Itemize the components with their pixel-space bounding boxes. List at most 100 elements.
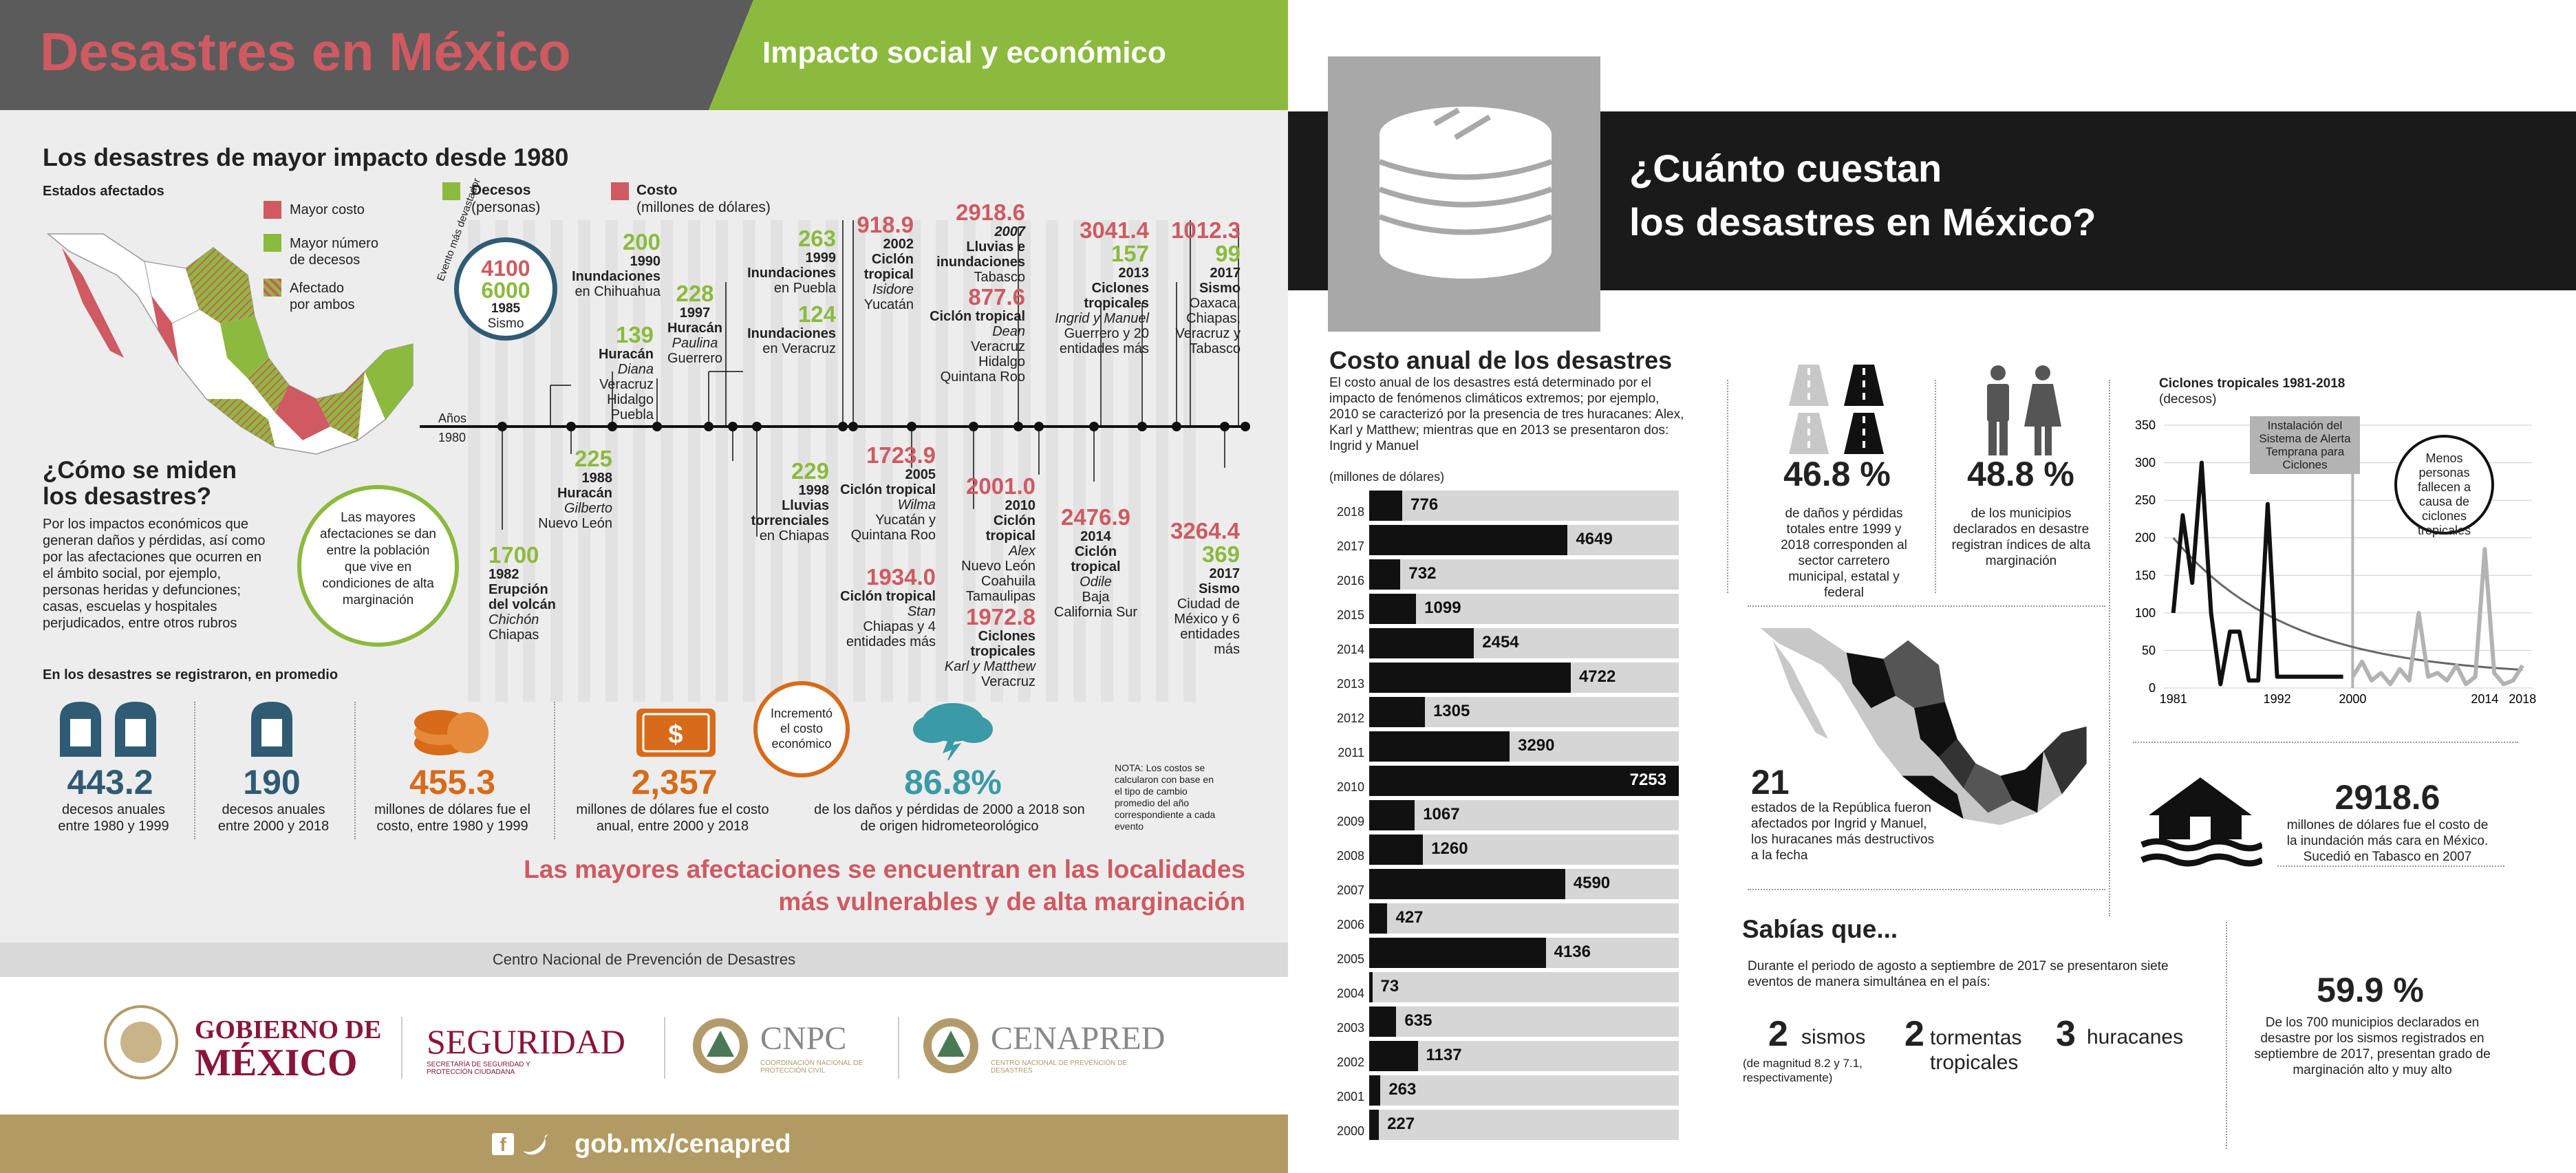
event-desc: Huracán (598, 347, 654, 362)
sabias-n: 2 (1768, 1014, 1788, 1054)
event-sub: Yucatán (863, 297, 914, 312)
event-desc: Inundaciones (747, 326, 836, 341)
event-year: 2007 (994, 224, 1026, 239)
event-italic: Dean (992, 324, 1025, 339)
event-value: 3041.4 (1080, 217, 1149, 243)
bar-track: 776 (1369, 491, 1679, 521)
pct-carretero: 46.8 % (1783, 455, 1891, 493)
stat-costo-1980-label: millones de dólares fue el costo, entre … (374, 802, 530, 834)
footer-org-bar: Centro Nacional de Prevención de Desastr… (0, 943, 1288, 977)
sabias-text: Durante el periodo de agosto a septiembr… (1748, 959, 2169, 989)
bar-value-label: 1260 (1431, 839, 1468, 858)
bar-value-label: 1067 (1423, 805, 1460, 824)
cenapred-icon (923, 1018, 978, 1073)
y-tick-label: 200 (2135, 531, 2156, 545)
bar-value-label: 2454 (1482, 633, 1519, 652)
event-italic: Alex (1009, 544, 1035, 559)
event-desc: Ciclón tropical (1071, 544, 1121, 574)
logo-gob-line2: MÉXICO (195, 1042, 358, 1084)
event-desc: Sismo (1199, 281, 1241, 296)
decesos-sub: (personas) (471, 200, 541, 215)
event-1997: 228 1997 Huracán Paulina Guerrero (664, 282, 726, 367)
right-divider-v (2226, 922, 2227, 1149)
url-link[interactable]: gob.mx/cenapred (575, 1130, 791, 1159)
timeline-label: Años (438, 411, 467, 425)
right-divider-h (1748, 605, 2105, 607)
pct-carretero-label: de daños y pérdidas totales entre 1999 y… (1781, 506, 1907, 600)
event-2005b: 1934.0 Ciclón tropical Stan Chiapas y 4 … (836, 566, 936, 650)
stat-costo-1980: 455.3 (409, 763, 496, 801)
event-italic: Chichón (489, 612, 539, 627)
bar-year-label: 2009 (1336, 815, 1364, 828)
logo-cenapred: CENAPRED (991, 1020, 1166, 1057)
bar (1369, 1110, 1380, 1140)
main-subtitle: Impacto social y económico (762, 36, 1166, 69)
y-tick-label: 150 (2135, 568, 2156, 582)
event-sub: en Puebla (773, 281, 836, 296)
event-desc: Erupción del volcán (489, 582, 556, 612)
bar-track: 263 (1369, 1075, 1679, 1106)
como-text: Por los impactos económicos que generan … (43, 517, 266, 631)
event-year: 1990 (630, 254, 661, 269)
menos-personas-text: Menos personas fallecen a causa de ciclo… (2417, 451, 2471, 537)
event-value: 229 (791, 458, 829, 484)
bar-track: 427 (1369, 903, 1679, 934)
event-1999b: 124 Inundaciones en Veracruz (729, 303, 836, 357)
y-tick-label: 50 (2142, 643, 2156, 657)
bar-value-label: 1305 (1432, 702, 1470, 720)
logo-divider (401, 1017, 402, 1079)
big-event-name: Sismo (487, 316, 524, 331)
legend-swatch (264, 201, 281, 219)
event-sub: Veracruz Hidalgo Quintana Roo (940, 339, 1025, 385)
bar (1369, 938, 1546, 968)
event-value: 1012.3 (1171, 217, 1241, 243)
event-desc: Huracán (557, 486, 612, 501)
costo-sub: (millones de dólares) (636, 200, 771, 215)
event-2010b: 1972.8 Ciclones tropicales Karl y Matthe… (943, 605, 1035, 690)
bar-value-label: 427 (1395, 908, 1424, 927)
event-sub: Baja California Sur (1053, 590, 1138, 620)
bar (1369, 835, 1424, 865)
event-year: 2005 (905, 467, 936, 482)
sabias-huracanes: 3 huracanes (2056, 1013, 2207, 1055)
twitter-icon[interactable] (522, 1133, 549, 1155)
bar-track: 4590 (1369, 869, 1679, 899)
event-sub: en Chiapas (759, 528, 829, 544)
event-2010a: 2001.0 2010 Ciclón tropical Alex Nuevo L… (943, 475, 1035, 605)
bar-year-label: 2002 (1336, 1055, 1364, 1069)
legend-label: Mayor costo (290, 202, 365, 217)
bar-track: 3290 (1369, 731, 1679, 762)
event-sub: Veracruz Hidalgo Puebla (599, 377, 654, 422)
bar (1369, 491, 1403, 521)
event-italic: Stan (907, 604, 936, 619)
x-tick-label: 2000 (2339, 692, 2366, 706)
event-value: 877.6 (968, 284, 1025, 310)
sabias-label: tormentas tropicales (1930, 1026, 2022, 1074)
bar-year-label: 2012 (1336, 711, 1364, 725)
event-value: 3264.4 (1170, 518, 1240, 544)
facebook-icon[interactable]: f (492, 1133, 514, 1155)
legend-ambos: Afectado por ambos (264, 279, 415, 320)
cnpc-icon (693, 1018, 748, 1073)
event-sub: Chiapas y 4 entidades más (846, 619, 936, 649)
logo-divider (664, 1017, 665, 1079)
bar-value-label: 4136 (1554, 943, 1591, 961)
chart-units: (millones de dólares) (1329, 470, 1445, 484)
event-value: 1700 (489, 542, 539, 568)
event-1990: 200 1990 Inundaciones en Chihuahua (557, 230, 661, 300)
money-bill-icon: $ (636, 709, 716, 757)
event-year: 1998 (798, 483, 830, 498)
costo-swatch (611, 182, 629, 200)
trend-line (2172, 537, 2523, 671)
bar-value-label: 4722 (1578, 667, 1616, 686)
series-line (2171, 460, 2343, 687)
event-year: 1982 (489, 567, 519, 582)
stat-divider (354, 702, 356, 839)
event-italic: Isidore (872, 282, 914, 297)
bar (1369, 594, 1417, 624)
event-desc: Sismo (1198, 581, 1240, 596)
estados-21: 21 (1751, 763, 1790, 801)
bar-value-label: 4649 (1576, 530, 1613, 548)
big-event-circle: 4100 6000 1985 Sismo (454, 237, 557, 341)
event-sub: Nuevo León Coahuila Tamaulipas (961, 559, 1035, 604)
